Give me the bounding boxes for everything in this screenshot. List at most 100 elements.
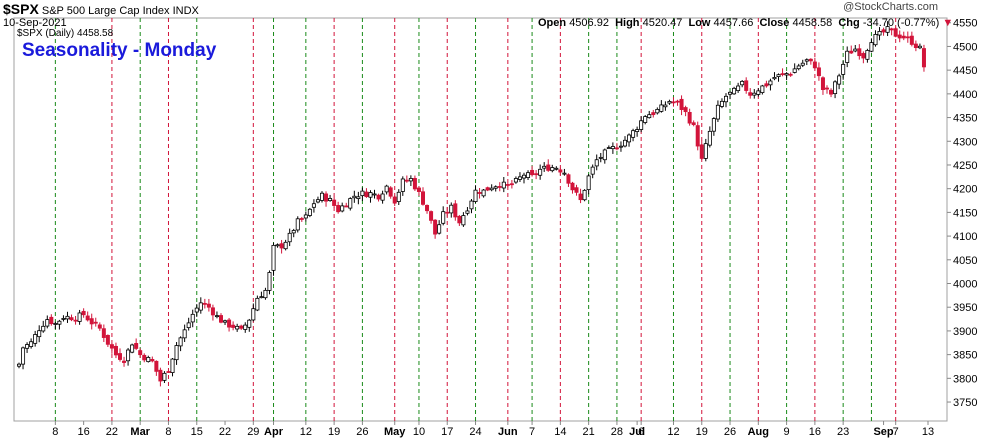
chart-date: 10-Sep-2021 xyxy=(3,17,67,29)
candle-down xyxy=(893,28,898,37)
candle-down xyxy=(829,89,834,95)
candle-up xyxy=(380,193,385,201)
candle-up xyxy=(598,156,603,159)
candle-up xyxy=(255,297,260,311)
candle-up xyxy=(214,315,219,318)
candle-up xyxy=(833,81,838,95)
candle-down xyxy=(457,215,462,224)
y-tick-label: 3850 xyxy=(953,350,977,362)
candle-up xyxy=(756,90,761,95)
x-tick-label: 9 xyxy=(784,426,790,438)
candle-up xyxy=(517,176,522,180)
y-tick-label: 4000 xyxy=(953,279,977,291)
candle-up xyxy=(703,143,708,159)
candle-down xyxy=(81,310,86,316)
y-tick-label: 4550 xyxy=(953,18,977,30)
candle-up xyxy=(845,50,850,63)
candle-down xyxy=(388,187,393,197)
candle-up xyxy=(65,315,70,320)
candle-up xyxy=(837,75,842,85)
candle-up xyxy=(582,189,587,201)
candle-up xyxy=(315,199,320,203)
candle-up xyxy=(724,95,729,103)
candle-down xyxy=(570,182,575,191)
candle-down xyxy=(425,204,430,212)
candle-down xyxy=(433,219,438,235)
x-tick-label: 16 xyxy=(78,426,90,438)
candle-up xyxy=(784,73,789,76)
candle-down xyxy=(93,321,98,324)
x-tick-label: 22 xyxy=(106,426,118,438)
candle-down xyxy=(150,358,155,362)
candle-up xyxy=(33,334,38,344)
candle-up xyxy=(707,130,712,146)
candle-down xyxy=(210,307,215,316)
candle-down xyxy=(534,173,539,176)
candle-down xyxy=(142,354,147,361)
candle-up xyxy=(130,344,135,353)
candle-down xyxy=(897,34,902,39)
candle-up xyxy=(800,62,805,66)
candle-up xyxy=(885,26,890,33)
candle-up xyxy=(542,165,547,169)
candle-down xyxy=(679,98,684,110)
y-tick-label: 4050 xyxy=(953,255,977,267)
x-tick-label: 15 xyxy=(191,426,203,438)
x-tick-label: 8 xyxy=(52,426,58,438)
candle-up xyxy=(319,192,324,201)
x-tick-label: 26 xyxy=(724,426,736,438)
candle-up xyxy=(493,186,498,189)
candle-down xyxy=(89,318,94,325)
candle-up xyxy=(283,241,288,250)
candle-up xyxy=(489,187,494,191)
candle-down xyxy=(158,369,163,382)
x-tick-label: 12 xyxy=(300,426,312,438)
exchange: INDX xyxy=(172,5,199,17)
candle-down xyxy=(574,187,579,193)
candle-down xyxy=(687,111,692,124)
candle-down xyxy=(105,334,110,345)
candle-up xyxy=(804,59,809,62)
candle-up xyxy=(441,211,446,224)
x-tick-label: Aug xyxy=(748,426,769,438)
candle-down xyxy=(849,50,854,54)
candle-up xyxy=(57,320,62,325)
candle-down xyxy=(788,73,793,76)
candle-up xyxy=(469,200,474,210)
x-tick-label: Jul xyxy=(629,426,645,438)
candle-up xyxy=(307,208,312,216)
y-tick-label: 4450 xyxy=(953,65,977,77)
candle-up xyxy=(655,109,660,114)
x-tick-label: 8 xyxy=(165,426,171,438)
x-axis: 8 16 22 Mar 8 15 22 29 Apr 12 19 26 May 10 17 24 Jun 7 14 2… xyxy=(52,421,934,438)
plot-frame xyxy=(13,17,948,422)
candle-up xyxy=(501,181,506,189)
x-tick-label: 12 xyxy=(667,426,679,438)
candle-down xyxy=(614,147,619,150)
candle-up xyxy=(554,167,559,170)
candle-up xyxy=(384,185,389,193)
candle-up xyxy=(186,322,191,329)
y-tick-label: 4150 xyxy=(953,207,977,219)
candle-up xyxy=(917,45,922,49)
candle-up xyxy=(372,193,377,196)
candle-up xyxy=(796,65,801,70)
candle-up xyxy=(740,80,745,86)
candle-up xyxy=(198,302,203,311)
candle-up xyxy=(287,232,292,243)
candle-up xyxy=(37,330,42,338)
candle-up xyxy=(275,244,280,247)
candle-down xyxy=(748,92,753,96)
candle-down xyxy=(412,178,417,190)
candle-up xyxy=(162,372,167,381)
candle-down xyxy=(497,186,502,188)
x-tick-label: 6 xyxy=(638,426,644,438)
candle-up xyxy=(400,178,405,192)
x-tick-label: 23 xyxy=(837,426,849,438)
candle-down xyxy=(683,107,688,113)
candle-down xyxy=(332,199,337,206)
x-tick-label: May xyxy=(384,426,406,438)
candle-up xyxy=(610,146,615,150)
candle-down xyxy=(889,28,894,31)
candle-up xyxy=(590,166,595,175)
